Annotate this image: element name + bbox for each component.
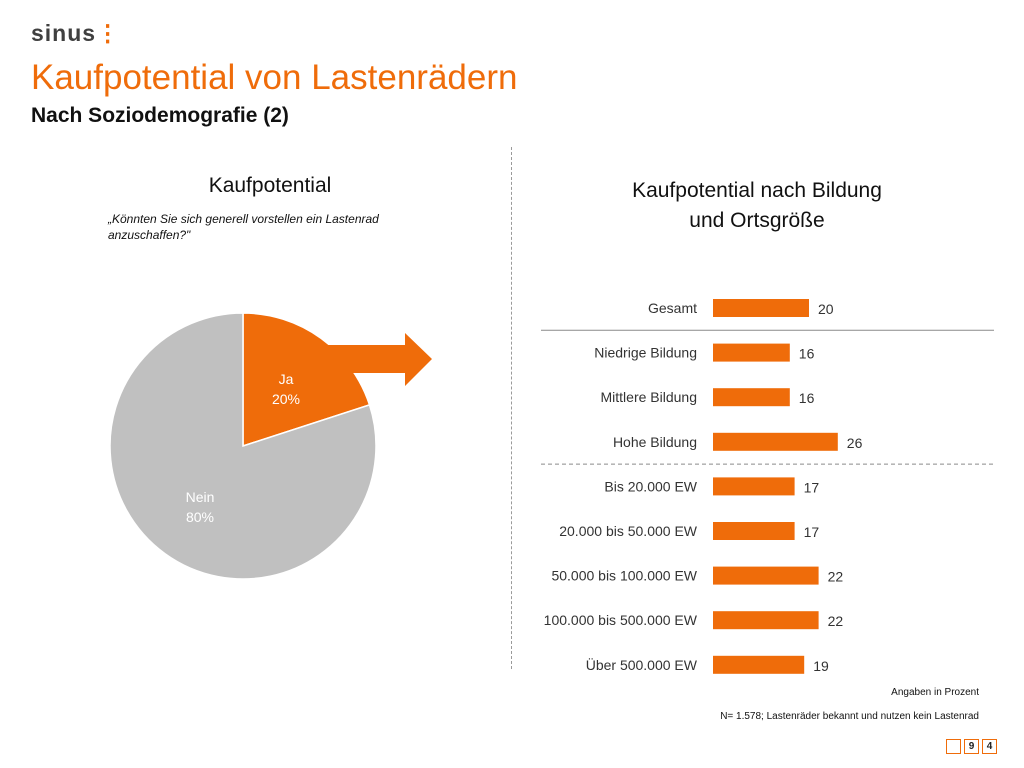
bar — [713, 343, 790, 362]
page-number-box-3: 4 — [982, 739, 997, 754]
bar-value-label: 22 — [828, 569, 844, 585]
survey-question: „Könnten Sie sich generell vorstellen ei… — [108, 212, 379, 242]
bar-value-label: 17 — [804, 524, 820, 540]
bar — [713, 655, 805, 674]
bar — [713, 388, 790, 407]
bar-value-label: 16 — [799, 346, 815, 362]
page-subtitle: Nach Soziodemografie (2) — [31, 104, 289, 127]
bar — [713, 432, 838, 451]
bar — [713, 566, 819, 585]
sinus-logo: sinus⋮ — [31, 20, 121, 46]
bar — [713, 477, 795, 496]
bar-value-label: 22 — [828, 613, 844, 629]
bar-category-label: Über 500.000 EW — [586, 656, 698, 673]
bar-heading-line1: Kaufpotential nach Bildung — [632, 179, 882, 202]
pie-label-ja: Ja — [279, 371, 294, 387]
bar-value-label: 19 — [813, 658, 829, 674]
bar-value-label: 20 — [818, 301, 834, 317]
pie-value-nein: 80% — [186, 509, 214, 525]
bar-category-label: Mittlere Bildung — [601, 389, 698, 405]
bar-category-label: Gesamt — [648, 300, 697, 316]
page-title: Kaufpotential von Lastenrädern — [31, 58, 518, 97]
bar-category-label: Niedrige Bildung — [594, 345, 697, 361]
bar-value-label: 26 — [847, 435, 863, 451]
page-number-box-1 — [946, 739, 961, 754]
bar — [713, 611, 819, 630]
bar — [713, 299, 809, 317]
bar-category-label: Hohe Bildung — [613, 434, 697, 450]
page-number-box-2: 9 — [964, 739, 979, 754]
sample-note: N= 1.578; Lastenräder bekannt und nutzen… — [720, 711, 979, 722]
bar — [713, 522, 795, 540]
bar-heading-line2: und Ortsgröße — [689, 209, 825, 232]
bar-category-label: 100.000 bis 500.000 EW — [544, 612, 698, 628]
panel-divider — [511, 147, 512, 669]
bar-category-label: 20.000 bis 50.000 EW — [559, 523, 698, 539]
pie-label-nein: Nein — [186, 489, 215, 505]
pie-value-ja: 20% — [272, 391, 300, 407]
pie-slice-nein — [109, 312, 377, 580]
bar-value-label: 16 — [799, 390, 815, 406]
bar-category-label: Bis 20.000 EW — [604, 478, 697, 494]
bar-heading: Kaufpotential nach Bildung und Ortsgröße — [557, 176, 957, 236]
pie-slice-ja — [242, 312, 371, 448]
bar-category-label: 50.000 bis 100.000 EW — [551, 568, 697, 584]
pie-heading: Kaufpotential — [208, 174, 332, 197]
bar-value-label: 17 — [804, 479, 820, 495]
unit-note: Angaben in Prozent — [891, 687, 979, 698]
pointer-arrow — [325, 333, 432, 386]
